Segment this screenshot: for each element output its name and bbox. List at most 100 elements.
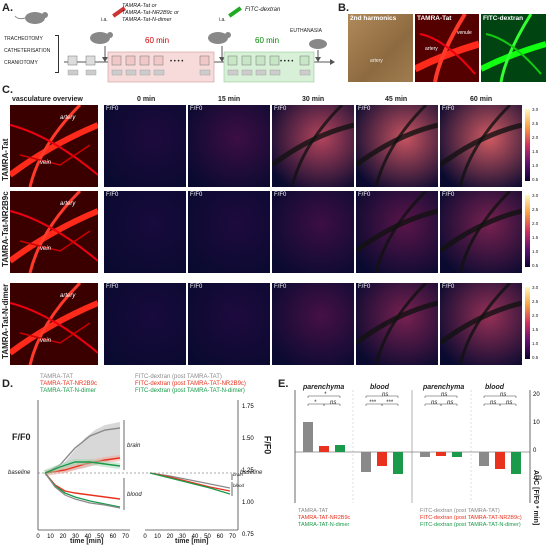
e-sig-label: ***: [386, 400, 394, 406]
d-ytick-right: 1.25: [242, 468, 254, 474]
b-image-fitc: FITC-dextran: [481, 14, 546, 82]
c-colorbar-tick: 1.0: [532, 341, 539, 346]
e-ytick: 20: [533, 392, 540, 398]
c-ff-label: F/F0: [190, 284, 203, 290]
e-legend-r1: FITC-dextran (post TAMRA-TAT): [420, 508, 500, 514]
procedure-1: TRACHEOTOMY: [4, 36, 43, 42]
c-timepoint-image: F/F0: [188, 191, 270, 273]
d-xtick: 10: [47, 534, 54, 540]
d-xtick: 30: [179, 534, 186, 540]
c-vein-label: vein: [40, 160, 52, 166]
c-colorbar-tick: 3.0: [532, 193, 539, 198]
panel-c-label: C.: [2, 84, 13, 96]
e-legend-l3: TAMRA-TAT-N-dimer: [298, 522, 350, 528]
c-ff-label: F/F0: [190, 106, 203, 112]
d-legend-r2: FITC-dextran (post TAMRA-TAT-NR2B9c): [135, 381, 246, 387]
syringe-icon-1: [112, 6, 126, 18]
euthanasia-label: EUTHANASIA: [290, 28, 322, 34]
d-blood-label-right: blood: [233, 483, 245, 488]
c-row-label-3: TAMRA-Tat-N-dimer: [1, 283, 10, 359]
time-30: 30 min: [302, 96, 325, 103]
c-colorbar-tick: 2.0: [532, 313, 539, 318]
c-ff-label: F/F0: [106, 106, 119, 112]
c-vasc-image-2: artery vein: [10, 191, 98, 273]
c-colorbar-tick: 0.5: [532, 263, 539, 268]
c-vein-label: vein: [40, 246, 52, 252]
c-timepoint-image: F/F0: [356, 191, 438, 273]
ia-label-2: i.a.: [219, 17, 226, 23]
c-timepoint-image: F/F0: [272, 105, 354, 187]
c-ff-label: F/F0: [442, 106, 455, 112]
c-timepoint-image: F/F0: [272, 191, 354, 273]
peptide-1: TAMRA-Tat or: [122, 3, 157, 9]
c-ff-label: F/F0: [358, 284, 371, 290]
panel-d-chart: 0 10 20 30 40 50 60 70 0 10 20 30 40 50 60 70 1.75 1.50…: [36, 400, 254, 540]
e-legend-l1: TAMRA-TAT: [298, 508, 329, 514]
c-timepoint-image: F/F0: [440, 105, 522, 187]
d-xtick: 20: [167, 534, 174, 540]
c-colorbar-tick: 0.5: [532, 177, 539, 182]
syringe-icon-2: [228, 6, 242, 18]
d-xtick: 20: [60, 534, 67, 540]
d-xtick: 70: [122, 534, 129, 540]
c-ff-label: F/F0: [274, 106, 287, 112]
e-sig-label: ns: [506, 400, 513, 406]
c-ff-label: F/F0: [106, 284, 119, 290]
d-xtick: 0: [143, 534, 147, 540]
ia-label-1: i.a.: [101, 17, 108, 23]
c-timepoint-image: F/F0: [272, 283, 354, 365]
c-ff-label: F/F0: [442, 284, 455, 290]
procedure-2: CATHETERISATION: [4, 48, 51, 54]
peptide-3: TAMRA-Tat-N-dimer: [122, 17, 172, 23]
e-legend-r3: FITC-dextran (post TAMRA-TAT-N-dimer): [420, 522, 521, 528]
peptide-list: TAMRA-Tat or TAMRA-Tat-NR2B9c or TAMRA-T…: [122, 3, 179, 24]
c-colorbar-tick: 3.0: [532, 107, 539, 112]
c-timepoint-image: F/F0: [440, 191, 522, 273]
e-legend-r2: FITC-dextran (post TAMRA-TAT-NR2B9c): [420, 515, 522, 521]
panel-e-label: E.: [278, 378, 289, 390]
d-legend-l2: TAMRA-TAT-NR2B9c: [40, 381, 98, 387]
time-15: 15 min: [218, 96, 241, 103]
mouse-icon-1: [14, 12, 48, 24]
panel-d-label: D.: [2, 378, 13, 390]
e-group-2: blood: [370, 384, 390, 391]
c-colorbar-tick: 1.0: [532, 249, 539, 254]
c-ff-label: F/F0: [106, 192, 119, 198]
c-colorbar-tick: 2.5: [532, 207, 539, 212]
d-ylabel-right: F/F0: [262, 435, 273, 455]
time-0: 0 min: [137, 96, 156, 103]
c-ff-label: F/F0: [358, 106, 371, 112]
dots-1: • • • •: [170, 59, 184, 65]
c-row-label-1: TAMRA-Tat: [1, 138, 10, 181]
c-timepoint-image: F/F0: [188, 105, 270, 187]
c-colorbar-tick: 2.5: [532, 299, 539, 304]
d-xtick: 70: [229, 534, 236, 540]
d-xtick: 0: [36, 534, 40, 540]
c-timepoint-image: F/F0: [356, 283, 438, 365]
c-colorbar-tick: 1.5: [532, 149, 539, 154]
e-sig-label: *: [314, 400, 317, 406]
c-colorbar-tick: 1.5: [532, 327, 539, 332]
e-sig-label: ns: [441, 392, 448, 398]
c-colorbar-1: [525, 109, 530, 181]
e-group-3: parenchyma: [423, 384, 465, 391]
d-xtick: 40: [85, 534, 92, 540]
period-2-label: 60 min: [255, 36, 280, 45]
c-colorbar-tick: 2.0: [532, 221, 539, 226]
c-artery-label: artery: [60, 115, 76, 121]
protocol-diagram: [14, 6, 335, 83]
d-ytick-right: 1.75: [242, 404, 254, 410]
c-colorbar-tick: 0.5: [532, 355, 539, 360]
d-ylabel-left: F/F0: [12, 432, 31, 442]
panel-e-chart: 20 10 0 -10: [294, 390, 542, 503]
time-60: 60 min: [470, 96, 493, 103]
d-legend-r3: FITC-dextran (post TAMRA-TAT-N-dimer): [135, 388, 245, 394]
mouse-icon-3: [208, 32, 231, 44]
vasc-header: vasculature overview: [12, 96, 83, 103]
c-colorbar-tick: 1.5: [532, 235, 539, 240]
b-artery-label-1: artery: [370, 58, 383, 64]
c-artery-label: artery: [60, 201, 76, 207]
fitc-label: FITC-dextran: [245, 7, 281, 13]
d-xtick: 40: [192, 534, 199, 540]
e-sig-label: ns: [447, 400, 454, 406]
